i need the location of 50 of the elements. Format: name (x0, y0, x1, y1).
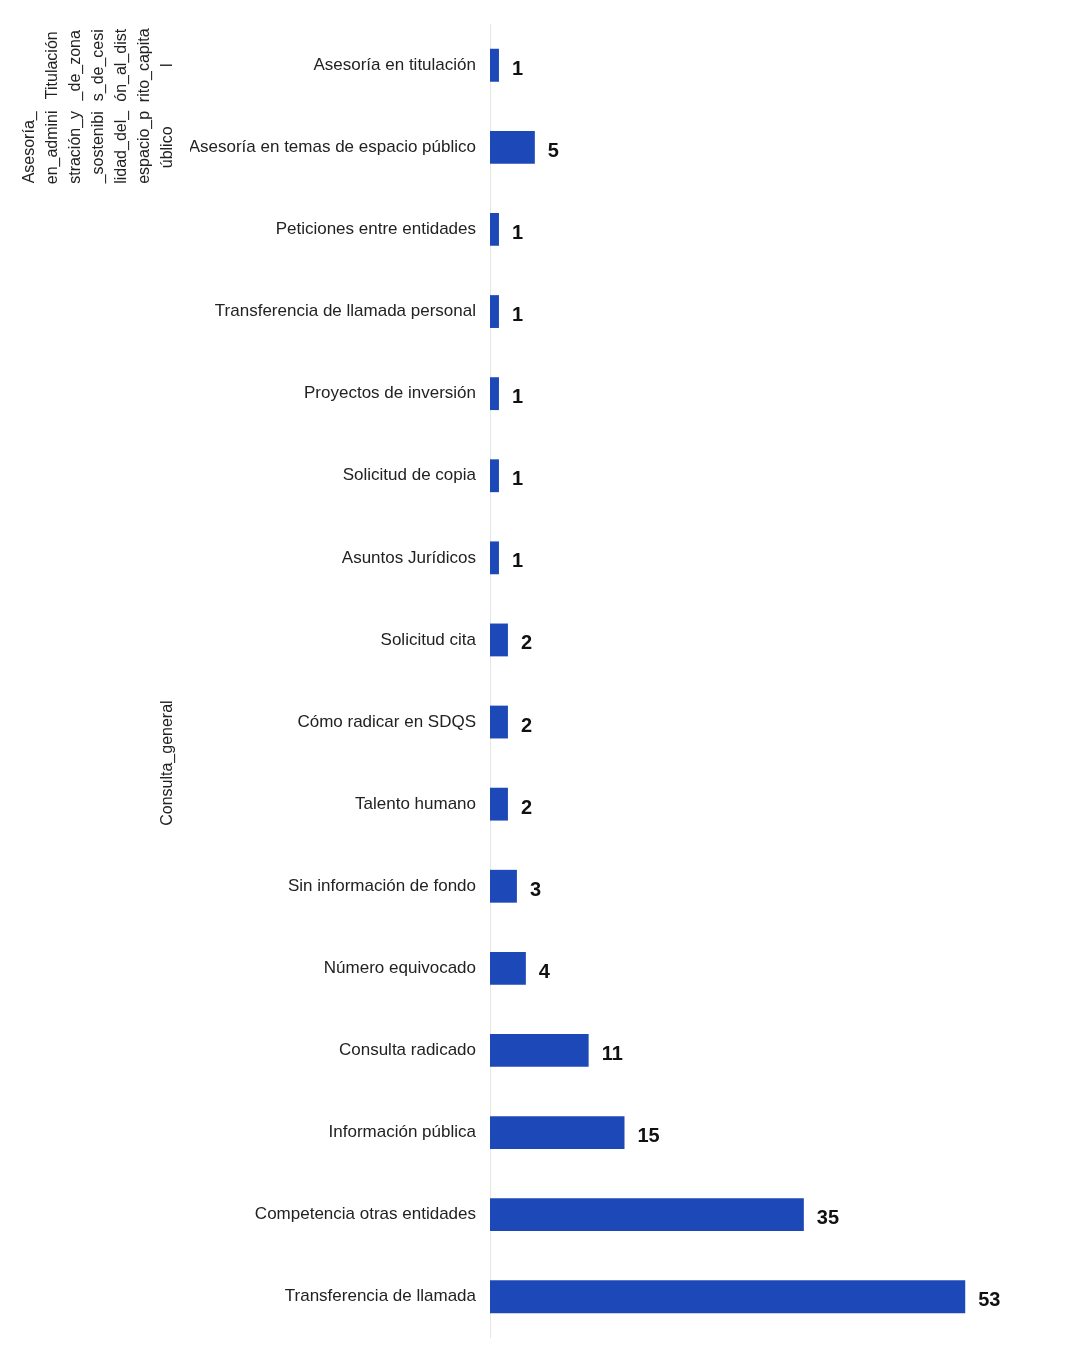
text: Consulta_general (158, 700, 177, 826)
bar (490, 787, 508, 821)
bar (490, 541, 499, 575)
bar (490, 1198, 804, 1232)
data-label: 1 (511, 220, 524, 243)
data-label: 2 (520, 713, 533, 736)
data-label: 3 (529, 877, 542, 900)
text: Asesoría_en_administración_y_sostenibilidad_del_espacio_público (20, 109, 176, 185)
bar (490, 1116, 625, 1149)
data-label: 1 (511, 385, 524, 408)
y-tick-label: Solicitud de copia (342, 465, 477, 485)
data-label: 35 (816, 1206, 840, 1229)
bar (490, 705, 508, 739)
bar (490, 623, 508, 657)
data-label: 5 (547, 138, 559, 161)
y-tick-label: Transferencia de llamada (284, 1286, 477, 1306)
bar (490, 1034, 589, 1067)
y-tick-label: Cómo radicar en SDQS (297, 711, 476, 731)
bar (490, 869, 517, 903)
y-tick-label: Consulta radicado (338, 1040, 476, 1060)
y-tick-label: Asesoría en titulación (313, 54, 476, 74)
bar (490, 48, 499, 82)
y-tick-label: Peticiones entre entidades (275, 219, 476, 239)
bar (490, 1280, 966, 1314)
y-tick-label: Solicitud cita (380, 629, 477, 649)
y-tick-label: Transferencia de llamada personal (214, 301, 476, 321)
y-tick-label: Asuntos Jurídicos (341, 547, 476, 567)
data-label: 2 (520, 631, 533, 654)
bar (490, 459, 499, 493)
data-label: 1 (511, 549, 524, 572)
data-label: 2 (520, 795, 533, 818)
y-tick-label: Sin información de fondo (287, 875, 476, 895)
data-label: 1 (511, 303, 524, 326)
y-tick-label: Competencia otras entidades (254, 1204, 476, 1224)
y-tick-label: Información pública (328, 1122, 477, 1142)
bar (490, 213, 499, 246)
text: Titulación_de_zonas_de_cesión_al_distrito_capital (43, 28, 176, 103)
bar (490, 295, 499, 328)
data-label: 53 (978, 1288, 1001, 1311)
data-label: 4 (538, 959, 551, 982)
data-label: 15 (637, 1124, 660, 1147)
data-label: 1 (511, 467, 524, 490)
y-tick-label: Talento humano (355, 793, 476, 813)
bar (490, 951, 526, 985)
y-tick-label: Proyectos de inversión (304, 383, 476, 403)
data-label: 11 (601, 1041, 623, 1064)
bar (490, 377, 499, 411)
y-tick-label: Número equivocado (323, 958, 476, 978)
bar (490, 130, 535, 164)
data-label: 1 (511, 56, 524, 79)
